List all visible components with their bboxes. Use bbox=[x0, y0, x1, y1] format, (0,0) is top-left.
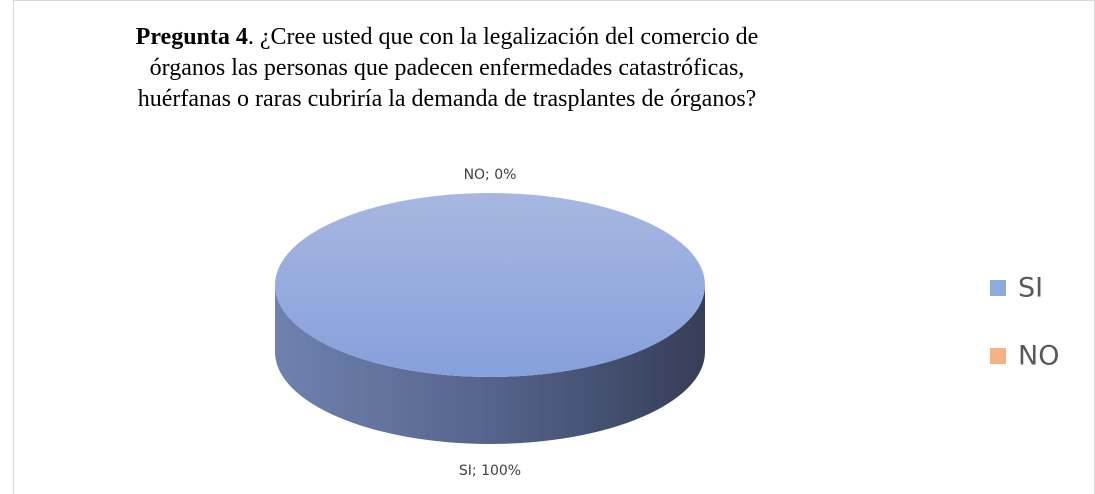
legend-label: NO bbox=[1018, 341, 1059, 372]
legend-label: SI bbox=[1018, 273, 1043, 304]
data-label: NO; 0% bbox=[464, 167, 517, 183]
title-text: . ¿Cree usted que con la legalización de… bbox=[137, 24, 759, 112]
slice bbox=[275, 193, 705, 444]
legend-swatch bbox=[990, 348, 1006, 364]
chart-title: Pregunta 4. ¿Cree usted que con la legal… bbox=[127, 22, 767, 115]
data-label: SI; 100% bbox=[459, 463, 521, 479]
slice-top bbox=[275, 193, 705, 377]
title-bold: Pregunta 4 bbox=[135, 24, 248, 50]
legend-swatch bbox=[990, 280, 1006, 296]
slice-side bbox=[275, 285, 705, 444]
